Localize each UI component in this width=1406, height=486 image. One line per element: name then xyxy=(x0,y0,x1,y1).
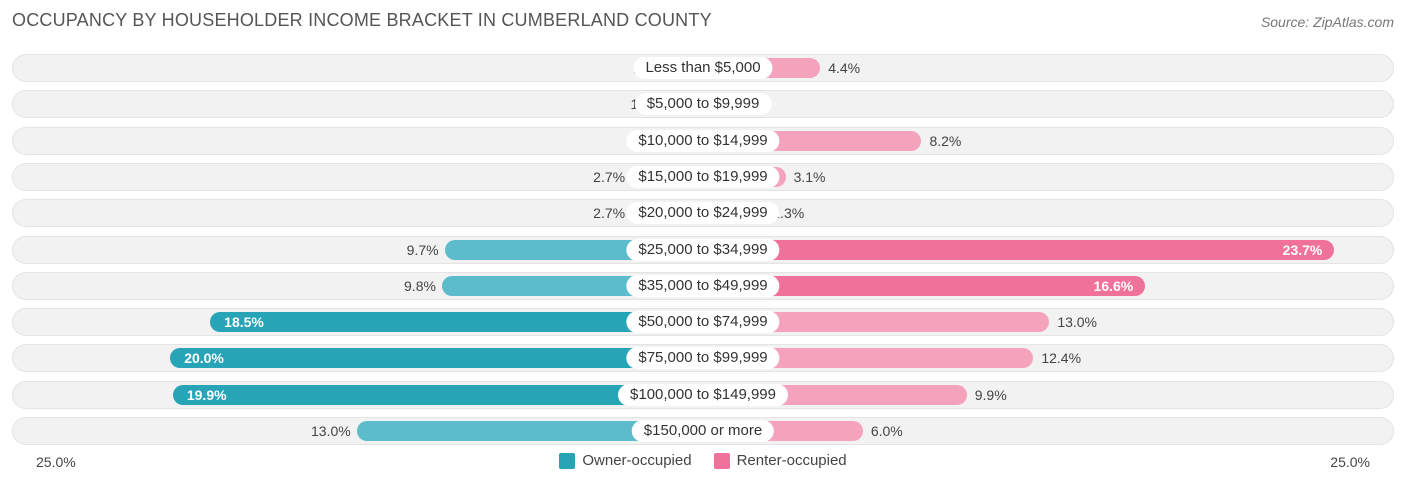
value-label-renter: 3.1% xyxy=(793,168,826,185)
bar-renter-occupied xyxy=(703,312,1050,333)
category-label: $50,000 to $74,999 xyxy=(626,311,780,334)
value-label-owner: 19.9% xyxy=(186,386,227,403)
category-label: $75,000 to $99,999 xyxy=(626,347,780,370)
value-label-renter: 9.9% xyxy=(974,386,1007,403)
value-label-renter: 16.6% xyxy=(1093,277,1134,294)
legend-item-owner: Owner-occupied xyxy=(559,452,692,469)
bar-owner-occupied xyxy=(356,421,703,441)
bar-owner-occupied xyxy=(172,384,703,405)
value-label-owner: 20.0% xyxy=(184,350,224,367)
legend-swatch-owner xyxy=(559,452,576,469)
legend-label-owner: Owner-occupied xyxy=(582,452,692,469)
category-label: $5,000 to $9,999 xyxy=(634,93,772,116)
bar-renter-occupied xyxy=(703,348,1034,369)
category-label: $150,000 or more xyxy=(631,420,775,442)
category-label: $35,000 to $49,999 xyxy=(626,274,780,297)
category-label: $20,000 to $24,999 xyxy=(626,202,780,225)
category-label: $100,000 to $149,999 xyxy=(618,383,788,406)
legend-swatch-renter xyxy=(713,452,730,469)
value-label-owner: 9.8% xyxy=(404,277,436,294)
axis-label-left: 25.0% xyxy=(36,454,76,470)
value-label-renter: 8.2% xyxy=(929,132,962,149)
category-label: Less than $5,000 xyxy=(633,57,773,79)
value-label-renter: 4.4% xyxy=(828,60,861,76)
category-label: $25,000 to $34,999 xyxy=(626,238,780,261)
value-label-owner: 18.5% xyxy=(224,314,264,331)
chart-source: Source: ZipAtlas.com xyxy=(1260,14,1394,30)
legend-label-renter: Renter-occupied xyxy=(736,452,847,469)
value-label-renter: 2.3% xyxy=(772,205,805,222)
value-label-owner: 2.7% xyxy=(593,168,626,185)
bar-renter-occupied xyxy=(703,275,1146,296)
axis-label-right: 25.0% xyxy=(1330,454,1370,470)
legend: Owner-occupied Renter-occupied xyxy=(0,452,1406,469)
category-label: $10,000 to $14,999 xyxy=(626,129,780,152)
bar-renter-occupied xyxy=(703,239,1335,260)
chart-title: OCCUPANCY BY HOUSEHOLDER INCOME BRACKET … xyxy=(12,10,712,30)
value-label-renter: 12.4% xyxy=(1041,350,1082,367)
value-label-owner: 13.0% xyxy=(310,423,351,439)
value-label-owner: 2.7% xyxy=(593,205,626,222)
category-label: $15,000 to $19,999 xyxy=(626,165,780,188)
value-label-owner: 9.7% xyxy=(406,241,439,258)
bar-owner-occupied xyxy=(210,312,703,333)
value-label-renter: 13.0% xyxy=(1057,314,1098,331)
value-label-renter: 6.0% xyxy=(870,423,903,439)
bar-owner-occupied xyxy=(170,348,703,369)
value-label-renter: 23.7% xyxy=(1282,241,1323,258)
legend-item-renter: Renter-occupied xyxy=(713,452,847,469)
